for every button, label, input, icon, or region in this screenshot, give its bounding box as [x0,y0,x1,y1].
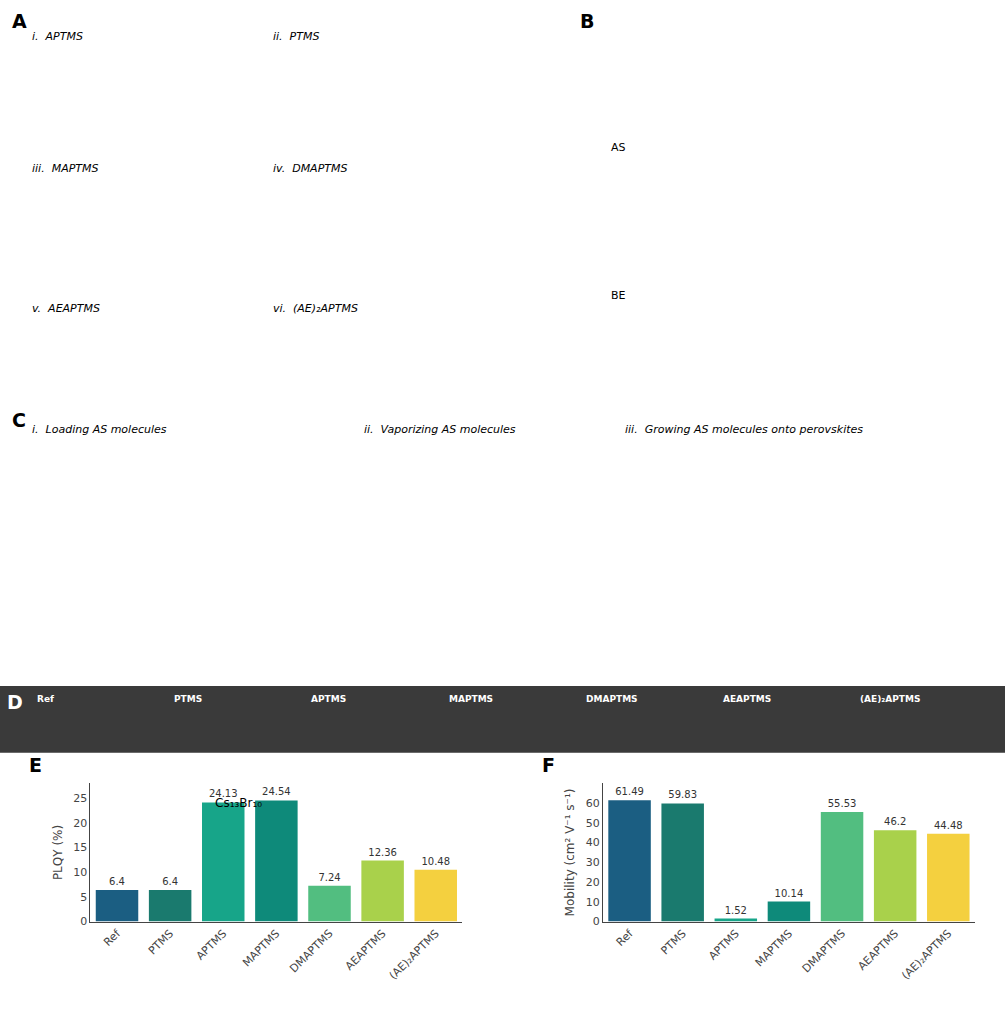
svg-text:AS: AS [611,141,626,154]
svg-text:MAPTMS: MAPTMS [753,927,795,969]
svg-text:PTMS: PTMS [146,927,176,957]
svg-text:DMAPTMS: DMAPTMS [586,694,638,704]
svg-text:PTMS: PTMS [174,694,202,704]
svg-text:10.14: 10.14 [775,888,804,899]
svg-text:Ref: Ref [37,694,54,704]
svg-text:7.24: 7.24 [318,872,340,883]
svg-text:24.54: 24.54 [262,786,291,797]
svg-text:B: B [580,10,594,32]
svg-text:0: 0 [593,915,600,928]
svg-text:D: D [7,691,23,713]
svg-text:30: 30 [586,856,600,869]
svg-text:5: 5 [80,891,87,904]
svg-text:44.48: 44.48 [934,820,963,831]
svg-text:MAPTMS: MAPTMS [449,694,493,704]
svg-text:iii. MAPTMS: iii. MAPTMS [32,162,99,175]
svg-text:12.36: 12.36 [368,847,397,858]
svg-text:vi. (AE)₂APTMS: vi. (AE)₂APTMS [273,302,358,315]
svg-text:AEAPTMS: AEAPTMS [723,694,771,704]
svg-text:59.83: 59.83 [668,789,697,800]
svg-text:10: 10 [73,866,87,879]
svg-text:(AE)₂APTMS: (AE)₂APTMS [860,694,920,704]
svg-text:E: E [29,754,42,776]
svg-text:20: 20 [586,876,600,889]
svg-text:APTMS: APTMS [311,694,346,704]
svg-text:Ref: Ref [614,926,637,949]
svg-text:1.52: 1.52 [725,905,747,916]
svg-text:Ref: Ref [101,926,124,949]
svg-text:(AE)₂APTMS: (AE)₂APTMS [899,927,954,982]
svg-text:6.4: 6.4 [162,876,178,887]
svg-text:F: F [542,754,555,776]
svg-text:PLQY (%): PLQY (%) [51,825,65,880]
svg-text:PTMS: PTMS [658,927,688,957]
svg-text:46.2: 46.2 [884,816,906,827]
svg-text:iii. Growing AS molecules ont: iii. Growing AS molecules onto perovskit… [625,423,863,436]
svg-text:AEAPTMS: AEAPTMS [855,927,901,973]
svg-text:10.48: 10.48 [421,856,450,867]
svg-text:55.53: 55.53 [828,798,857,809]
svg-text:ii. PTMS: ii. PTMS [273,30,319,43]
svg-text:iv. DMAPTMS: iv. DMAPTMS [273,162,347,175]
svg-text:6.4: 6.4 [109,876,125,887]
svg-text:24.13: 24.13 [209,788,238,799]
svg-text:40: 40 [586,836,600,849]
svg-text:ii. Vaporizing AS molecules: ii. Vaporizing AS molecules [364,423,516,436]
svg-text:v. AEAPTMS: v. AEAPTMS [32,302,100,315]
svg-text:DMAPTMS: DMAPTMS [287,927,335,975]
svg-text:AEAPTMS: AEAPTMS [343,927,389,973]
svg-text:DMAPTMS: DMAPTMS [800,927,848,975]
svg-text:MAPTMS: MAPTMS [240,927,282,969]
svg-text:C: C [12,409,26,431]
svg-text:APTMS: APTMS [194,927,230,963]
svg-text:50: 50 [586,817,600,830]
svg-text:0: 0 [80,915,87,928]
svg-text:BE: BE [611,289,626,302]
svg-text:15: 15 [73,841,87,854]
svg-text:APTMS: APTMS [706,927,742,963]
svg-text:20: 20 [73,817,87,830]
svg-text:10: 10 [586,896,600,909]
svg-text:(AE)₂APTMS: (AE)₂APTMS [387,927,442,982]
svg-text:60: 60 [586,797,600,810]
svg-text:25: 25 [73,792,87,805]
svg-text:i. Loading AS molecules: i. Loading AS molecules [32,423,167,436]
svg-text:Mobility (cm² V⁻¹ s⁻¹): Mobility (cm² V⁻¹ s⁻¹) [563,789,577,917]
svg-text:i. APTMS: i. APTMS [32,30,83,43]
svg-text:A: A [12,10,27,32]
svg-text:Cs₁₃Br₁₀: Cs₁₃Br₁₀ [215,796,262,810]
svg-text:61.49: 61.49 [615,786,644,797]
